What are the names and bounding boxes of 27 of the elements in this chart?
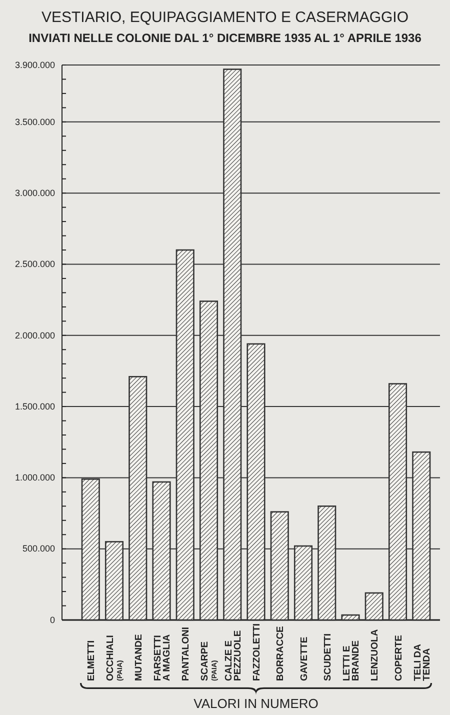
y-tick-label: 0 bbox=[50, 614, 55, 625]
chart-subtitle: INVIATI NELLE COLONIE DAL 1° DICEMBRE 1935 AL 1° APRILE 1936 bbox=[28, 31, 422, 45]
x-tick-label: LETTI E BRANDE bbox=[342, 640, 362, 681]
x-tick-label: COPERTE bbox=[393, 635, 404, 681]
x-tick-label: GAVETTE bbox=[298, 636, 310, 681]
y-tick-label: 500.000 bbox=[22, 544, 55, 554]
x-tick-label: MUTANDE bbox=[133, 634, 144, 681]
x-tick-label: SCUDETTI bbox=[322, 634, 334, 681]
x-tick-label: FARSETTI A MAGLIA bbox=[152, 634, 172, 681]
x-tick-label: ELMETTI bbox=[86, 640, 98, 681]
x-tick-label: FAZZOLETTI bbox=[252, 623, 262, 681]
bar bbox=[341, 614, 360, 621]
y-tick-label: 1.000.000 bbox=[14, 472, 55, 483]
chart-title: VESTIARIO, EQUIPAGGIAMENTO E CASERMAGGIO bbox=[41, 9, 409, 26]
y-tick-label: 3.900.000 bbox=[14, 60, 55, 70]
y-tick-label: 2.500.000 bbox=[14, 259, 55, 270]
x-tick-label: CALZE E PEZZUOLE bbox=[223, 630, 244, 681]
y-tick-label: 2.000.000 bbox=[14, 330, 55, 340]
x-tick-label: TELI DA TENDA bbox=[412, 644, 432, 681]
y-tick-label: 3.500.000 bbox=[14, 116, 55, 127]
y-tick-label: 3.000.000 bbox=[14, 188, 55, 198]
x-tick-label: LENZUOLA bbox=[370, 629, 381, 681]
bar bbox=[364, 592, 384, 621]
x-tick-label: PANTALONI bbox=[180, 626, 192, 681]
x-axis-title: VALORI IN NUMERO bbox=[194, 696, 318, 711]
y-tick-label: 1.500.000 bbox=[14, 401, 55, 412]
x-tick-label: BORRACCE bbox=[275, 626, 286, 681]
